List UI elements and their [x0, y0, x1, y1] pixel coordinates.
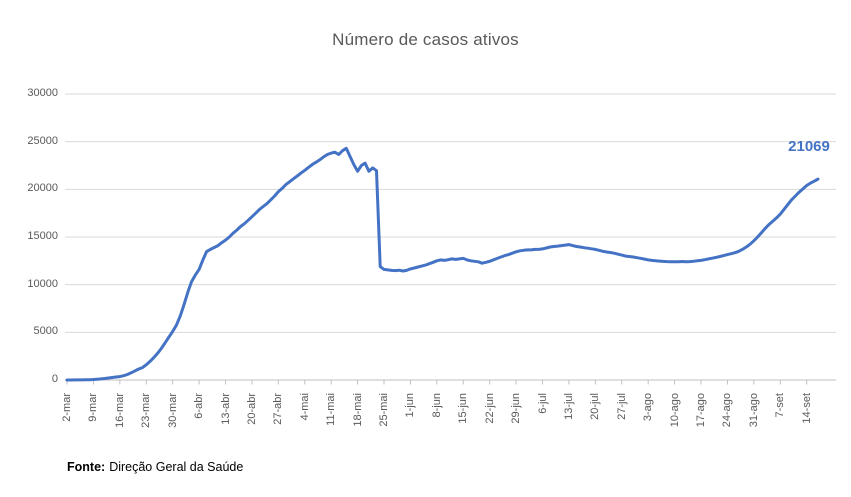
chart-title: Número de casos ativos	[332, 30, 519, 49]
y-axis-tick-label: 10000	[27, 277, 58, 290]
y-axis-tick-label: 30000	[27, 87, 58, 99]
source-prefix: Fonte:	[67, 460, 106, 474]
y-axis-tick-label: 5000	[33, 325, 58, 338]
source-text: Direção Geral da Saúde	[109, 460, 244, 474]
y-axis-tick-label: 20000	[27, 182, 58, 195]
source-note: Fonte: Direção Geral da Saúde	[67, 460, 243, 474]
y-axis-tick-label: 15000	[27, 230, 58, 242]
y-axis-tick-label: 0	[51, 373, 58, 385]
active-cases-line	[65, 146, 820, 382]
series-end-data-label: 21069	[788, 138, 830, 155]
y-axis-tick-label: 25000	[27, 134, 58, 147]
